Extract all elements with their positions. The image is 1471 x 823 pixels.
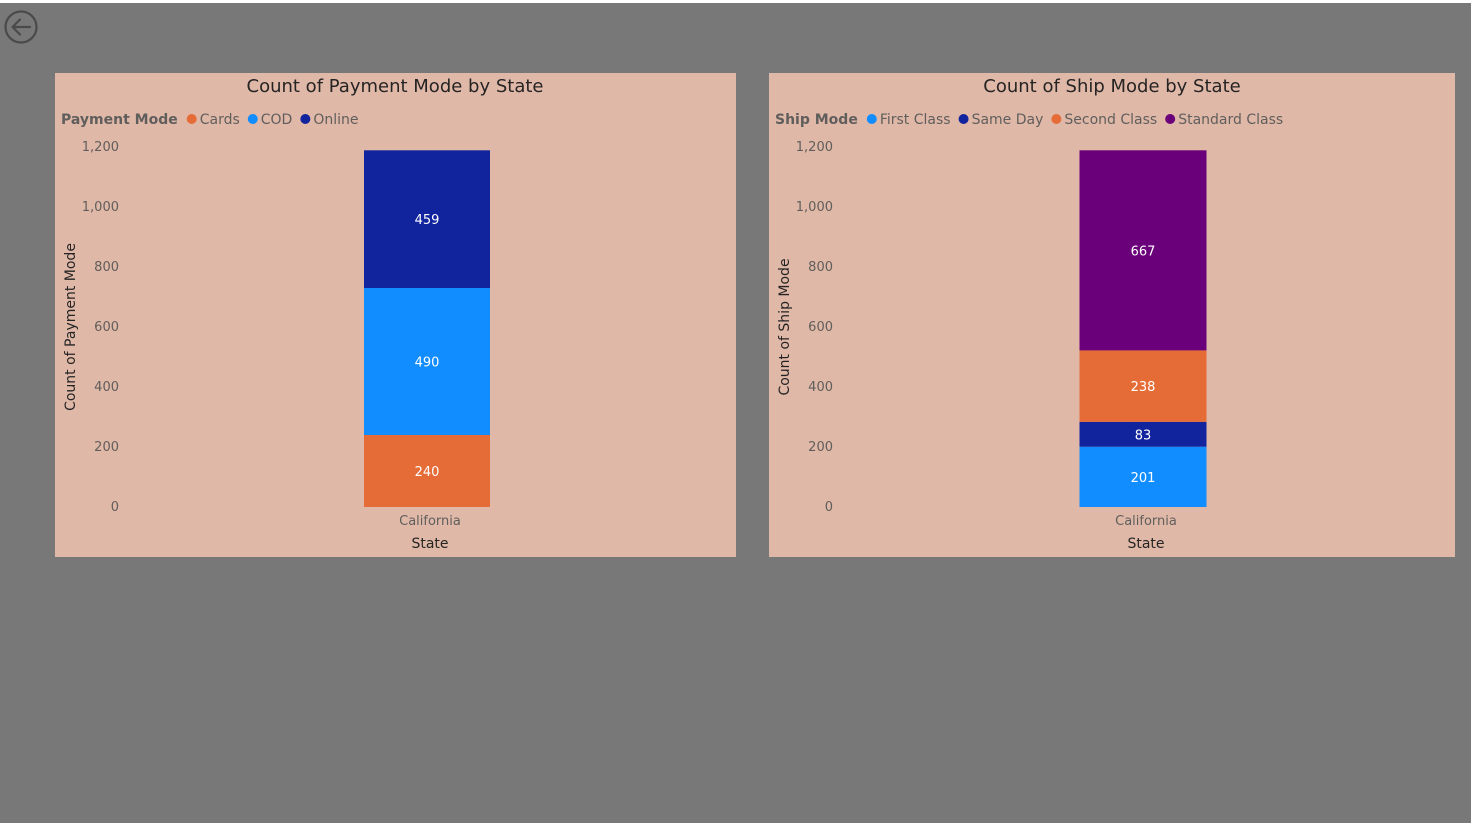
payment-mode-chart: Count of Payment Mode by State Payment M… xyxy=(61,76,544,552)
legend-label: Cards xyxy=(200,112,240,128)
legend-title: Ship Mode xyxy=(775,112,858,128)
y-tick-label: 1,200 xyxy=(82,140,119,155)
legend-label: First Class xyxy=(880,112,951,128)
y-tick-label: 1,000 xyxy=(82,200,119,215)
top-bar xyxy=(0,0,1471,3)
data-label-online: 459 xyxy=(415,213,440,228)
back-button[interactable] xyxy=(3,9,39,45)
bar-online[interactable] xyxy=(364,150,490,288)
legend-marker xyxy=(866,114,877,124)
legend-label: COD xyxy=(261,112,293,128)
data-label-second-class: 238 xyxy=(1131,380,1156,395)
bar-cards[interactable] xyxy=(364,435,490,507)
x-tick-label: California xyxy=(1115,514,1177,529)
legend-item-online[interactable]: Online xyxy=(300,112,359,128)
ship-mode-chart: Count of Ship Mode by State Ship Mode Fir… xyxy=(775,76,1283,552)
ship-mode-chart-panel[interactable]: Count of Ship Mode by State Ship Mode Fir… xyxy=(769,73,1455,557)
legend-item-second-class[interactable]: Second Class xyxy=(1051,112,1157,128)
x-axis-title: State xyxy=(411,536,448,552)
y-tick-label: 400 xyxy=(808,380,833,395)
bar-same-day[interactable] xyxy=(1079,421,1207,447)
y-tick-label: 0 xyxy=(111,500,119,515)
y-tick-label: 200 xyxy=(94,440,119,455)
chart-title: Count of Payment Mode by State xyxy=(247,76,544,97)
y-tick-label: 1,200 xyxy=(796,140,833,155)
x-axis-title: State xyxy=(1127,536,1164,552)
chart-legend: Payment Mode Cards COD Online xyxy=(61,112,359,128)
bar-cod[interactable] xyxy=(364,288,490,435)
data-label-same-day: 83 xyxy=(1135,428,1152,443)
y-axis-title: Count of Payment Mode xyxy=(63,243,79,411)
y-axis-ticks: 1,200 1,000 800 600 400 200 0 xyxy=(796,140,833,515)
data-label-first-class: 201 xyxy=(1131,471,1156,486)
legend-item-cod[interactable]: COD xyxy=(247,112,293,128)
y-tick-label: 400 xyxy=(94,380,119,395)
payment-mode-chart-panel[interactable]: Count of Payment Mode by State Payment M… xyxy=(55,73,736,557)
legend-label: Standard Class xyxy=(1178,112,1283,128)
legend-label: Second Class xyxy=(1064,112,1157,128)
y-tick-label: 1,000 xyxy=(796,200,833,215)
y-tick-label: 800 xyxy=(808,260,833,275)
y-axis-title: Count of Ship Mode xyxy=(777,258,793,395)
legend-item-same-day[interactable]: Same Day xyxy=(958,112,1044,128)
y-tick-label: 600 xyxy=(808,320,833,335)
y-tick-label: 800 xyxy=(94,260,119,275)
legend-item-cards[interactable]: Cards xyxy=(186,112,240,128)
y-tick-label: 600 xyxy=(94,320,119,335)
x-axis-ticks: California xyxy=(1115,514,1177,529)
chart-legend: Ship Mode First Class Same Day Second Class… xyxy=(775,112,1283,128)
arrow-left-circle-icon xyxy=(4,10,38,44)
data-label-cod: 490 xyxy=(415,356,440,371)
legend-marker xyxy=(300,114,311,124)
legend-item-standard-class[interactable]: Standard Class xyxy=(1165,112,1283,128)
bar-standard-class[interactable] xyxy=(1079,150,1207,351)
x-axis-ticks: California xyxy=(399,514,461,529)
bar-first-class[interactable] xyxy=(1079,446,1207,507)
legend-label: Same Day xyxy=(972,112,1044,128)
legend-label: Online xyxy=(313,112,358,128)
legend-marker xyxy=(186,114,197,124)
y-tick-label: 0 xyxy=(825,500,833,515)
x-tick-label: California xyxy=(399,514,461,529)
bar-second-class[interactable] xyxy=(1079,350,1207,422)
legend-marker xyxy=(247,114,258,124)
bars: 240 490 459 xyxy=(364,150,490,507)
y-axis-ticks: 1,200 1,000 800 600 400 200 0 xyxy=(82,140,119,515)
legend-title: Payment Mode xyxy=(61,112,178,128)
data-label-standard-class: 667 xyxy=(1131,244,1156,259)
data-label-cards: 240 xyxy=(415,465,440,480)
legend-marker xyxy=(1165,114,1176,124)
y-tick-label: 200 xyxy=(808,440,833,455)
chart-title: Count of Ship Mode by State xyxy=(983,76,1240,97)
legend-marker xyxy=(1051,114,1062,124)
bars: 201 83 238 667 xyxy=(1079,150,1207,507)
legend-item-first-class[interactable]: First Class xyxy=(866,112,951,128)
legend-marker xyxy=(958,114,969,124)
